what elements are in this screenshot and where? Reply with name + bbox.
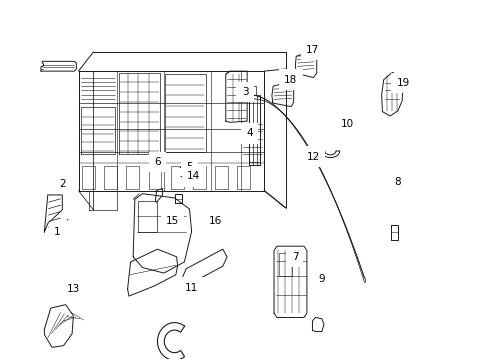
Text: 1: 1: [54, 220, 68, 237]
Text: 2: 2: [59, 179, 66, 189]
Text: 16: 16: [208, 216, 222, 226]
Text: 9: 9: [318, 274, 325, 284]
Text: 10: 10: [341, 120, 354, 129]
Text: 14: 14: [181, 171, 200, 181]
Text: 11: 11: [184, 283, 198, 293]
Text: 12: 12: [307, 152, 320, 162]
Text: 7: 7: [292, 252, 298, 262]
Text: 17: 17: [306, 45, 319, 55]
Text: 4: 4: [246, 129, 252, 138]
Text: 5: 5: [180, 162, 193, 172]
Text: 3: 3: [242, 87, 248, 97]
Text: 18: 18: [284, 75, 297, 85]
Text: 15: 15: [165, 216, 179, 226]
Text: 8: 8: [394, 177, 401, 187]
Text: 6: 6: [154, 157, 161, 167]
Text: 19: 19: [396, 78, 410, 88]
Text: 13: 13: [67, 284, 80, 294]
